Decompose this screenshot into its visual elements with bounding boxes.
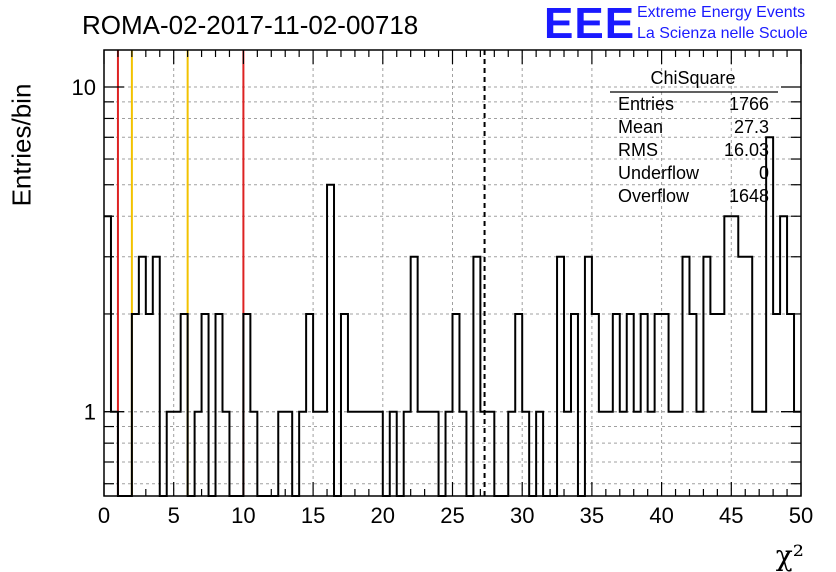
x-axis-label: χ²	[776, 539, 804, 572]
stats-box: ChiSquare Entries 1766 Mean 27.3 RMS 16.03 Und…	[610, 68, 778, 206]
chart-title: ROMA-02-2017-11-02-00718	[82, 10, 419, 40]
x-tick-label: 35	[580, 503, 604, 528]
y-tick-label: 10	[72, 75, 96, 100]
stats-row-label: Entries	[618, 94, 674, 114]
axis-ticks: 0 5 10 15 20 25 30 35 40 45 50 1 10	[72, 50, 813, 528]
x-tick-label: 25	[440, 503, 464, 528]
stats-row-value: 1648	[729, 186, 769, 206]
marker-lines	[116, 50, 245, 496]
x-tick-label: 45	[719, 503, 743, 528]
eee-logo: EEE	[544, 0, 636, 48]
brand-line-1: Extreme Energy Events	[637, 4, 806, 21]
stats-row-value: 16.03	[724, 140, 769, 160]
stats-row-value: 0	[759, 163, 769, 183]
x-tick-label: 0	[98, 503, 110, 528]
x-tick-label: 5	[168, 503, 180, 528]
x-tick-label: 40	[649, 503, 673, 528]
stats-row-label: Overflow	[618, 186, 690, 206]
x-tick-label: 15	[301, 503, 325, 528]
stats-row-label: Mean	[618, 117, 663, 137]
x-tick-label: 10	[231, 503, 255, 528]
stats-row-value: 27.3	[734, 117, 769, 137]
stats-row-value: 1766	[729, 94, 769, 114]
x-tick-label: 50	[789, 503, 813, 528]
y-tick-label: 1	[84, 400, 96, 425]
brand-line-2: La Scienza nelle Scuole	[637, 25, 808, 42]
stats-title: ChiSquare	[650, 68, 735, 88]
stats-row-label: Underflow	[618, 163, 700, 183]
x-tick-label: 30	[510, 503, 534, 528]
x-tick-label: 20	[371, 503, 395, 528]
histogram-outline	[104, 136, 801, 497]
stats-rows: Entries 1766 Mean 27.3 RMS 16.03 Underflow 0 Ove…	[618, 94, 769, 206]
stats-row-label: RMS	[618, 140, 658, 160]
brand-logo-block: EEE Extreme Energy Events La Scienza nel…	[544, 0, 824, 48]
